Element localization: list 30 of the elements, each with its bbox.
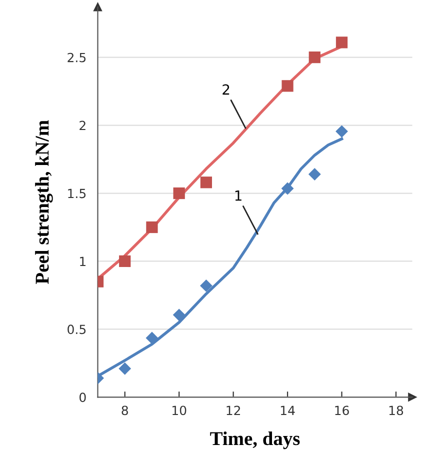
point xyxy=(282,80,294,92)
y-tick-label: 2.5 xyxy=(68,52,86,62)
point xyxy=(173,187,185,200)
x-tick-label: 14 xyxy=(280,406,295,415)
point xyxy=(119,255,131,268)
point xyxy=(200,279,212,292)
y-tick-label: 2 xyxy=(80,120,86,130)
point xyxy=(146,221,158,234)
y-axis-title: Peel strength, kN/m xyxy=(35,120,53,284)
point xyxy=(281,182,294,195)
x-tick-label: 16 xyxy=(335,406,349,416)
point xyxy=(118,362,132,375)
point xyxy=(200,176,212,188)
x-tick-label: 12 xyxy=(226,406,240,415)
point xyxy=(308,168,321,180)
x-tick-label: 10 xyxy=(172,406,186,416)
y-tick-label: 0 xyxy=(80,392,86,402)
y-tick-label: 1.5 xyxy=(68,188,86,198)
x-axis-title: Time, days xyxy=(210,431,300,450)
point xyxy=(336,125,348,138)
point xyxy=(172,308,186,322)
x-tick-label: 18 xyxy=(389,406,404,416)
annotation: 1 xyxy=(235,190,242,201)
x-tick-label: 8 xyxy=(122,406,128,416)
y-tick-label: 0.5 xyxy=(68,324,86,334)
point xyxy=(308,52,320,64)
point xyxy=(146,332,158,344)
y-tick-label: 1 xyxy=(80,256,86,266)
annotation: 2 xyxy=(222,84,230,95)
point xyxy=(336,36,348,48)
